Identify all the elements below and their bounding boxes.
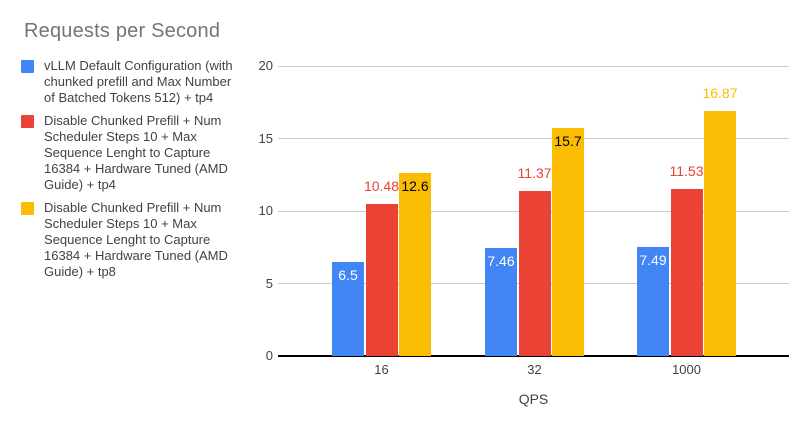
bar[interactable] (485, 247, 517, 356)
y-tick-label: 10 (258, 203, 273, 218)
chart-title: Requests per Second (24, 20, 221, 42)
gridline (278, 65, 789, 67)
bar-value-label: 16.87 (702, 85, 738, 102)
bar-value-label: 7.46 (487, 252, 515, 269)
legend-item: Disable Chunked Prefill + Num Scheduler S… (21, 200, 251, 280)
x-tick-label: 1000 (672, 362, 701, 377)
bar[interactable] (637, 247, 669, 356)
x-axis-line (278, 355, 789, 357)
legend-item: vLLM Default Configuration (with chunked … (21, 58, 251, 106)
bar-value-label: 11.53 (669, 162, 704, 179)
x-tick-label: 16 (374, 362, 389, 377)
legend-label: Disable Chunked Prefill + Num Scheduler S… (44, 113, 228, 192)
bar-value-label: 15.7 (554, 133, 582, 150)
legend-swatch-icon (21, 60, 34, 73)
bar-value-label: 12.6 (401, 178, 429, 195)
y-tick-label: 0 (265, 348, 273, 363)
y-tick-label: 15 (258, 130, 273, 146)
bar[interactable] (332, 261, 364, 356)
x-tick-label: 32 (527, 362, 542, 377)
legend-swatch-icon (21, 115, 34, 128)
legend: vLLM Default Configuration (with chunked … (21, 58, 251, 287)
bar[interactable] (365, 204, 398, 356)
legend-label: Disable Chunked Prefill + Num Scheduler S… (44, 200, 228, 279)
y-tick-label: 20 (258, 58, 273, 73)
bar[interactable] (518, 191, 551, 356)
bar-value-label: 11.37 (517, 165, 552, 182)
x-axis-title: QPS (518, 391, 549, 407)
bar[interactable] (552, 128, 584, 356)
bar-value-label: 7.49 (639, 252, 667, 269)
plot-area: 0 5 10 15 20 6.5 7.46 7.49 10.48 11.37 11.53 12.6 15… (259, 58, 789, 377)
legend-label: vLLM Default Configuration (with chunked … (44, 58, 233, 105)
legend-swatch-icon (21, 202, 34, 215)
bar[interactable] (399, 173, 431, 356)
gridline (278, 138, 789, 139)
y-tick-label: 5 (265, 275, 273, 291)
bar-value-label: 10.48 (363, 178, 400, 195)
bar[interactable] (704, 111, 736, 356)
legend-item: Disable Chunked Prefill + Num Scheduler S… (21, 113, 251, 193)
bar[interactable] (670, 188, 703, 356)
bar-value-label: 6.5 (338, 266, 358, 283)
